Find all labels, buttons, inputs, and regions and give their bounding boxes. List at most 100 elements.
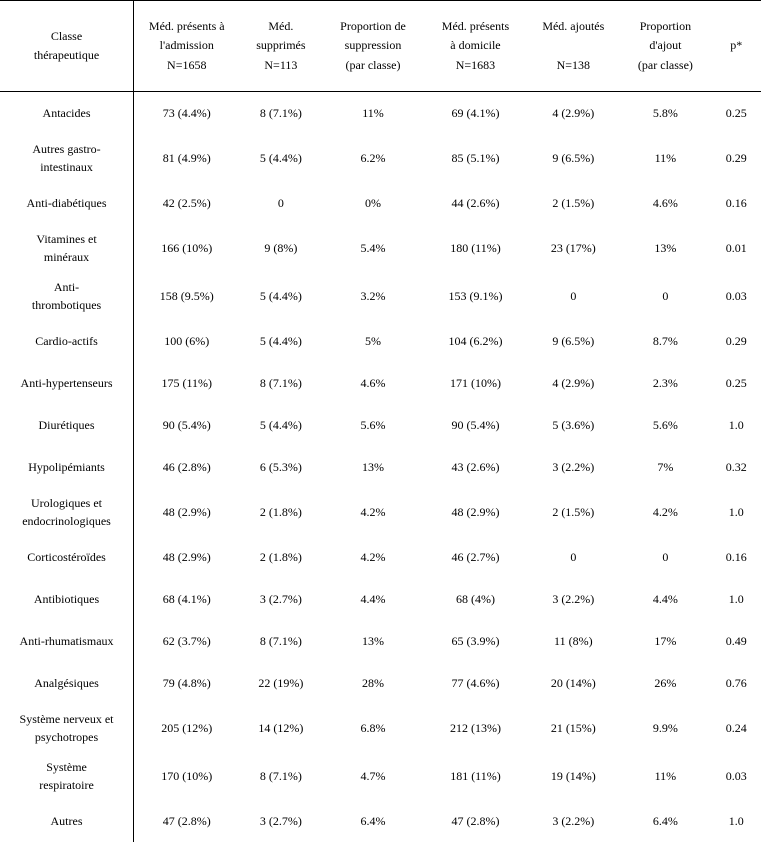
header-text: N=113 [264, 58, 297, 72]
col-header-classe: Classe thérapeutique [0, 1, 134, 92]
table-header: Classe thérapeutique Méd. présents à l'a… [0, 1, 761, 92]
cell-prop-ajout: 8.7% [619, 320, 711, 362]
row-label: Système nerveux etpsychotropes [0, 704, 134, 752]
header-text: Proportion [640, 19, 691, 33]
cell-ajoutes: 0 [527, 272, 619, 320]
cell-admission: 48 (2.9%) [134, 488, 240, 536]
cell-prop-ajout: 5.8% [619, 92, 711, 135]
cell-admission: 42 (2.5%) [134, 182, 240, 224]
table-wrapper: Classe thérapeutique Méd. présents à l'a… [0, 0, 761, 842]
row-label: Urologiques etendocrinologiques [0, 488, 134, 536]
cell-ajoutes: 3 (2.2%) [527, 446, 619, 488]
cell-p: 0.24 [711, 704, 761, 752]
row-label: Antibiotiques [0, 578, 134, 620]
cell-ajoutes: 9 (6.5%) [527, 320, 619, 362]
table-row: Analgésiques79 (4.8%)22 (19%)28%77 (4.6%… [0, 662, 761, 704]
cell-domicile: 68 (4%) [424, 578, 528, 620]
header-text: suppression [345, 38, 402, 52]
cell-domicile: 69 (4.1%) [424, 92, 528, 135]
cell-admission: 79 (4.8%) [134, 662, 240, 704]
cell-prop-ajout: 11% [619, 752, 711, 800]
cell-prop-supp: 6.8% [322, 704, 423, 752]
cell-supprimes: 5 (4.4%) [239, 404, 322, 446]
cell-admission: 158 (9.5%) [134, 272, 240, 320]
table-row: Cardio-actifs100 (6%)5 (4.4%)5%104 (6.2%… [0, 320, 761, 362]
cell-admission: 62 (3.7%) [134, 620, 240, 662]
row-label: Corticostéroïdes [0, 536, 134, 578]
cell-supprimes: 3 (2.7%) [239, 578, 322, 620]
cell-domicile: 212 (13%) [424, 704, 528, 752]
table-row: Anti-diabétiques42 (2.5%)00%44 (2.6%)2 (… [0, 182, 761, 224]
row-label: Systèmerespiratoire [0, 752, 134, 800]
cell-prop-ajout: 9.9% [619, 704, 711, 752]
cell-admission: 170 (10%) [134, 752, 240, 800]
header-text: (par classe) [346, 58, 401, 72]
cell-admission: 81 (4.9%) [134, 134, 240, 182]
cell-prop-supp: 4.7% [322, 752, 423, 800]
cell-prop-supp: 13% [322, 620, 423, 662]
header-text: à domicile [450, 38, 500, 52]
table-row: Anti-rhumatismaux62 (3.7%)8 (7.1%)13%65 … [0, 620, 761, 662]
cell-domicile: 48 (2.9%) [424, 488, 528, 536]
table-row: Antacides73 (4.4%)8 (7.1%)11%69 (4.1%)4 … [0, 92, 761, 135]
cell-p: 0.16 [711, 182, 761, 224]
cell-admission: 100 (6%) [134, 320, 240, 362]
cell-prop-supp: 4.2% [322, 488, 423, 536]
row-label: Cardio-actifs [0, 320, 134, 362]
table-row: Vitamines etminéraux166 (10%)9 (8%)5.4%1… [0, 224, 761, 272]
header-text: Classe [51, 29, 82, 43]
cell-domicile: 180 (11%) [424, 224, 528, 272]
cell-prop-supp: 11% [322, 92, 423, 135]
therapeutic-classes-table: Classe thérapeutique Méd. présents à l'a… [0, 0, 761, 842]
cell-supprimes: 8 (7.1%) [239, 362, 322, 404]
table-row: Système nerveux etpsychotropes205 (12%)1… [0, 704, 761, 752]
cell-prop-ajout: 13% [619, 224, 711, 272]
cell-ajoutes: 4 (2.9%) [527, 362, 619, 404]
table-row: Autres gastro-intestinaux81 (4.9%)5 (4.4… [0, 134, 761, 182]
cell-prop-ajout: 11% [619, 134, 711, 182]
cell-domicile: 171 (10%) [424, 362, 528, 404]
row-label: Anti-thrombotiques [0, 272, 134, 320]
cell-domicile: 85 (5.1%) [424, 134, 528, 182]
cell-ajoutes: 4 (2.9%) [527, 92, 619, 135]
cell-prop-supp: 4.4% [322, 578, 423, 620]
cell-p: 0.25 [711, 92, 761, 135]
cell-domicile: 46 (2.7%) [424, 536, 528, 578]
cell-domicile: 181 (11%) [424, 752, 528, 800]
cell-domicile: 77 (4.6%) [424, 662, 528, 704]
col-header-ajoutes: Méd. ajoutés N=138 [527, 1, 619, 92]
cell-ajoutes: 20 (14%) [527, 662, 619, 704]
header-text: Proportion de [340, 19, 406, 33]
cell-domicile: 153 (9.1%) [424, 272, 528, 320]
cell-admission: 90 (5.4%) [134, 404, 240, 446]
row-label: Antacides [0, 92, 134, 135]
table-row: Diurétiques90 (5.4%)5 (4.4%)5.6%90 (5.4%… [0, 404, 761, 446]
table-header-row: Classe thérapeutique Méd. présents à l'a… [0, 1, 761, 92]
row-label: Anti-diabétiques [0, 182, 134, 224]
cell-p: 0.32 [711, 446, 761, 488]
cell-p: 0.03 [711, 272, 761, 320]
cell-p: 1.0 [711, 578, 761, 620]
cell-prop-supp: 0% [322, 182, 423, 224]
cell-domicile: 43 (2.6%) [424, 446, 528, 488]
header-text: (par classe) [638, 58, 693, 72]
row-label: Autres gastro-intestinaux [0, 134, 134, 182]
cell-supprimes: 22 (19%) [239, 662, 322, 704]
cell-prop-ajout: 17% [619, 620, 711, 662]
cell-p: 0.76 [711, 662, 761, 704]
cell-ajoutes: 3 (2.2%) [527, 578, 619, 620]
col-header-p: p* [711, 1, 761, 92]
row-label: Diurétiques [0, 404, 134, 446]
header-text: p* [730, 38, 742, 52]
cell-prop-ajout: 5.6% [619, 404, 711, 446]
cell-domicile: 65 (3.9%) [424, 620, 528, 662]
cell-p: 0.49 [711, 620, 761, 662]
row-label: Anti-rhumatismaux [0, 620, 134, 662]
header-text: d'ajout [649, 38, 681, 52]
cell-supprimes: 14 (12%) [239, 704, 322, 752]
cell-prop-supp: 13% [322, 446, 423, 488]
col-header-prop-supp: Proportion de suppression (par classe) [322, 1, 423, 92]
cell-supprimes: 8 (7.1%) [239, 752, 322, 800]
cell-ajoutes: 9 (6.5%) [527, 134, 619, 182]
cell-admission: 68 (4.1%) [134, 578, 240, 620]
